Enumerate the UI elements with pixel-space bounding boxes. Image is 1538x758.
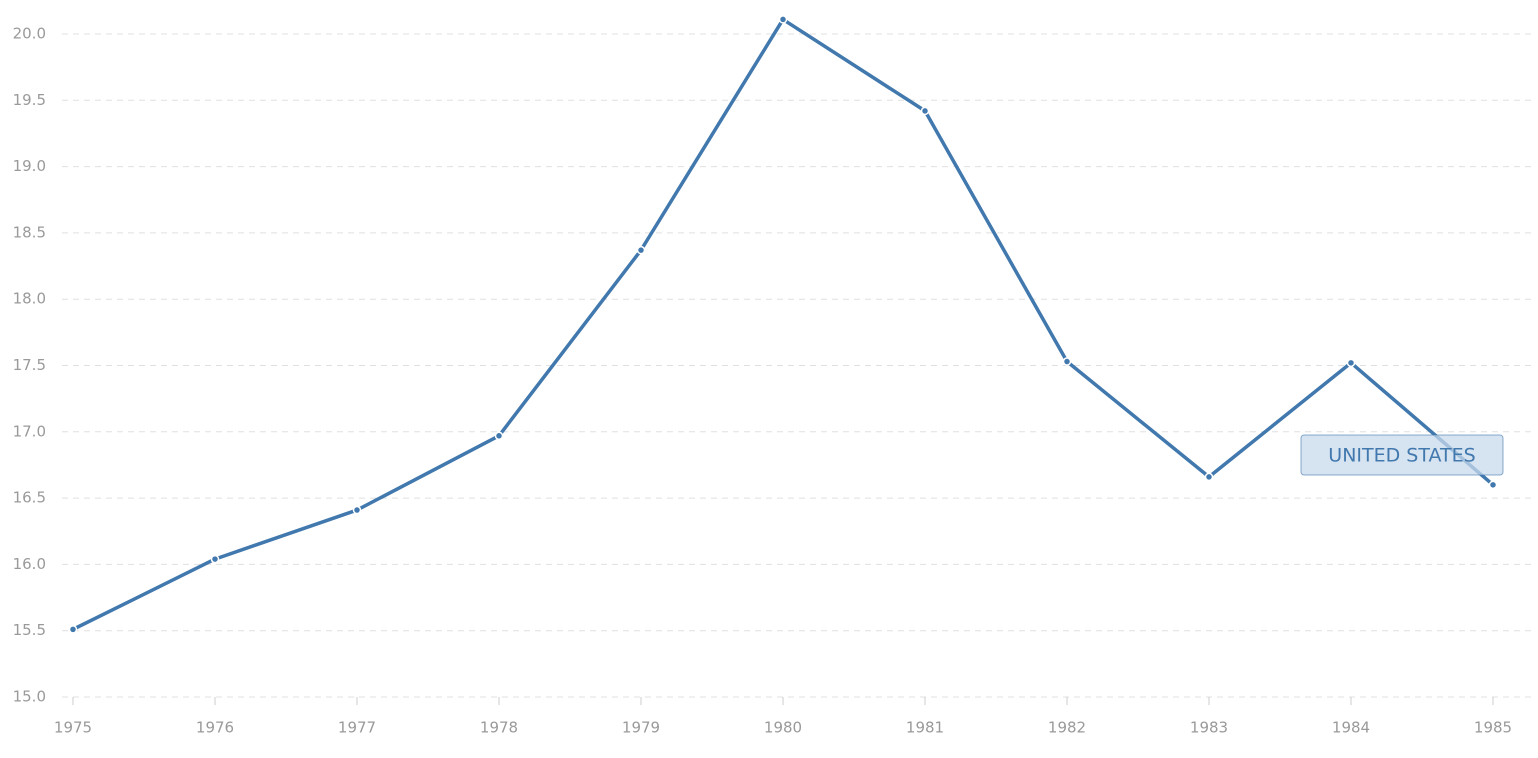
data-point <box>352 505 362 515</box>
data-point <box>494 431 504 441</box>
x-tick-label: 1978 <box>480 719 518 737</box>
data-point <box>68 625 78 634</box>
y-tick-label: 18.0 <box>13 290 46 308</box>
data-point <box>1204 472 1214 482</box>
data-point <box>636 245 646 255</box>
x-tick-label: 1979 <box>622 719 660 737</box>
legend-text: UNITED STATES <box>1328 445 1475 467</box>
x-tick-label: 1980 <box>764 719 802 737</box>
y-tick-label: 18.5 <box>13 223 46 241</box>
y-tick-label: 15.5 <box>13 621 46 639</box>
data-point <box>210 554 220 564</box>
data-point <box>778 15 788 24</box>
x-tick-label: 1981 <box>906 719 944 737</box>
y-tick-label: 17.0 <box>13 422 46 440</box>
x-tick-label: 1975 <box>54 719 92 737</box>
x-tick-label: 1977 <box>338 719 376 737</box>
y-tick-label: 16.5 <box>13 489 46 507</box>
y-tick-label: 19.0 <box>13 157 46 175</box>
y-tick-label: 15.0 <box>13 688 46 706</box>
x-tick-label: 1983 <box>1190 719 1228 737</box>
y-tick-label: 20.0 <box>13 25 46 43</box>
data-point <box>1488 480 1498 490</box>
x-tick-label: 1976 <box>196 719 234 737</box>
y-tick-label: 17.5 <box>13 356 46 374</box>
y-tick-label: 16.0 <box>13 555 46 573</box>
x-tick-label: 1984 <box>1332 719 1370 737</box>
x-tick-label: 1985 <box>1474 719 1512 737</box>
legend-box <box>1300 434 1504 476</box>
x-tick-label: 1982 <box>1048 719 1086 737</box>
series-line <box>72 17 1495 631</box>
data-point <box>1346 358 1356 368</box>
legend-label: UNITED STATES <box>1300 434 1504 476</box>
y-tick-label: 19.5 <box>13 91 46 109</box>
data-point <box>1062 357 1072 366</box>
data-point <box>920 106 930 116</box>
